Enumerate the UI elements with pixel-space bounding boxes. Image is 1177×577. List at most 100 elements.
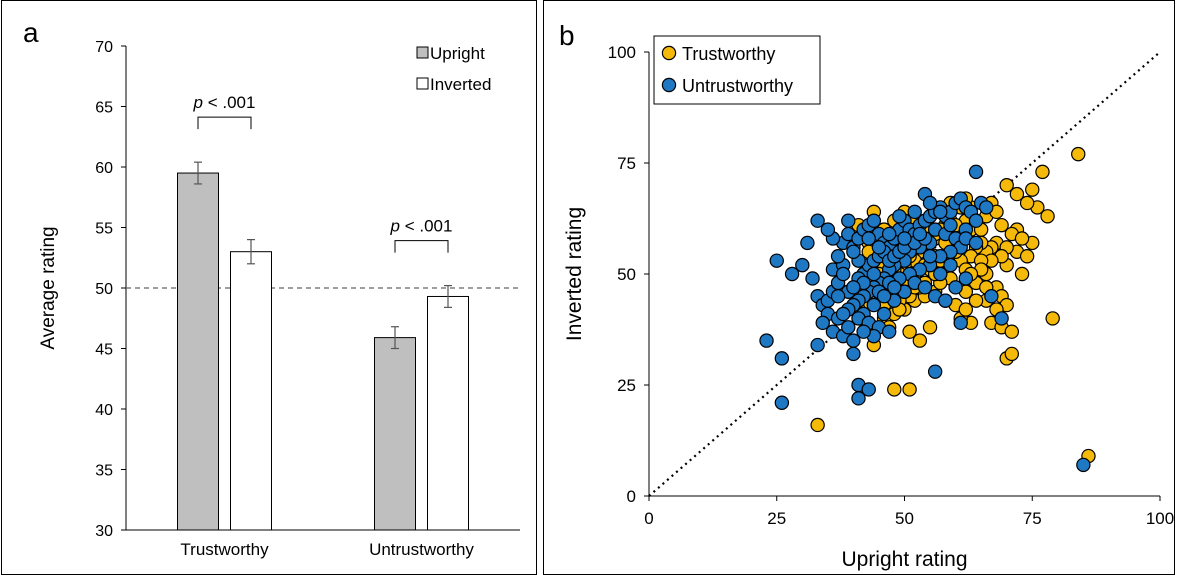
panel-b: b 0 25 50 75 100 0 25 50 75 100 Upright rating Inver…	[543, 0, 1175, 575]
data-point	[912, 226, 928, 242]
data-point	[999, 177, 1014, 193]
bar	[230, 251, 272, 531]
x-tick-label: 50	[895, 509, 914, 528]
data-point	[1009, 186, 1025, 202]
data-point	[968, 293, 984, 308]
data-point	[902, 382, 917, 397]
diagonal-line	[648, 51, 1161, 497]
bar	[177, 172, 219, 531]
data-point	[876, 289, 892, 304]
legend-box	[653, 35, 821, 105]
data-point	[861, 382, 876, 397]
y-tick-label: 60	[95, 160, 113, 177]
data-point	[769, 253, 784, 268]
data-point	[835, 306, 851, 322]
data-point	[943, 257, 958, 273]
data-point	[861, 231, 876, 246]
data-point	[917, 280, 933, 295]
significance-label: p < .001	[193, 93, 256, 112]
data-point	[984, 289, 999, 304]
bar	[374, 337, 416, 531]
data-point	[948, 280, 963, 295]
data-point	[933, 266, 948, 282]
legend-marker	[661, 45, 677, 61]
y-tick-label: 65	[95, 100, 113, 117]
data-point	[1019, 195, 1035, 211]
y-tick-label: 50	[95, 281, 113, 298]
data-point	[1004, 324, 1020, 339]
data-point	[774, 351, 790, 366]
significance-label: p < .001	[390, 217, 453, 236]
data-point	[846, 346, 861, 362]
x-tick-label: Trustworthy	[180, 540, 269, 559]
data-point	[774, 395, 790, 410]
x-tick-label: 100	[1146, 509, 1174, 528]
data-point	[907, 204, 922, 220]
panel-label: b	[559, 20, 575, 51]
data-point	[866, 266, 882, 282]
legend-swatch	[416, 46, 429, 59]
legend-swatch	[416, 77, 429, 90]
x-axis-label: Upright rating	[841, 548, 967, 571]
significance-bracket	[197, 116, 252, 130]
data-point	[902, 324, 917, 339]
data-point	[830, 289, 846, 304]
data-point	[994, 311, 1009, 326]
legend-label: Upright	[430, 44, 485, 63]
data-point	[810, 337, 825, 353]
data-point	[892, 209, 907, 224]
data-point	[897, 231, 912, 246]
data-point	[927, 364, 943, 379]
y-tick-label: 35	[95, 463, 113, 480]
data-point	[938, 293, 953, 308]
data-point	[810, 417, 825, 433]
data-point	[958, 271, 974, 286]
data-point	[841, 320, 856, 335]
data-point	[1014, 231, 1030, 246]
x-tick-label: 25	[767, 509, 786, 528]
x-tick-label: 75	[1023, 509, 1042, 528]
data-point	[784, 266, 800, 282]
data-point	[912, 333, 928, 348]
bar-chart: a 30 35 40 45 50 55 60 65 70 Average rating Trustwo…	[23, 17, 520, 559]
data-point	[943, 217, 958, 233]
data-point	[1040, 209, 1055, 224]
data-point	[841, 213, 856, 228]
data-point	[994, 217, 1009, 233]
data-point	[846, 280, 861, 295]
data-point	[887, 382, 902, 397]
legend-label: Untrustworthy	[682, 76, 793, 96]
data-point	[1025, 182, 1040, 197]
data-point	[1004, 346, 1020, 362]
data-point	[881, 226, 897, 242]
data-point	[856, 324, 871, 339]
data-point	[820, 222, 836, 237]
data-point	[810, 213, 825, 228]
data-point	[933, 204, 948, 220]
bar	[427, 295, 469, 531]
data-point	[815, 315, 830, 331]
y-tick-label: 30	[95, 523, 113, 540]
legend-label: Trustworthy	[682, 44, 775, 64]
y-tick-label: 70	[95, 39, 113, 56]
panel-label: a	[23, 17, 39, 48]
data-point	[1019, 249, 1035, 264]
data-point	[1071, 146, 1086, 162]
y-tick-label: 40	[95, 402, 113, 419]
data-point	[953, 315, 968, 331]
y-tick-label: 25	[617, 376, 636, 395]
data-point	[958, 302, 974, 317]
data-point	[881, 324, 897, 339]
y-tick-label: 50	[617, 265, 636, 284]
x-tick-label: Untrustworthy	[369, 540, 474, 559]
y-tick-label: 100	[608, 43, 636, 62]
data-point	[922, 195, 938, 211]
data-point	[830, 249, 846, 264]
y-axis-label: Inverted rating	[563, 207, 586, 341]
data-point	[866, 213, 882, 228]
y-tick-label: 0	[627, 487, 636, 506]
data-point	[876, 306, 892, 322]
data-point	[968, 213, 984, 228]
data-point	[866, 297, 882, 313]
data-point	[968, 235, 984, 251]
